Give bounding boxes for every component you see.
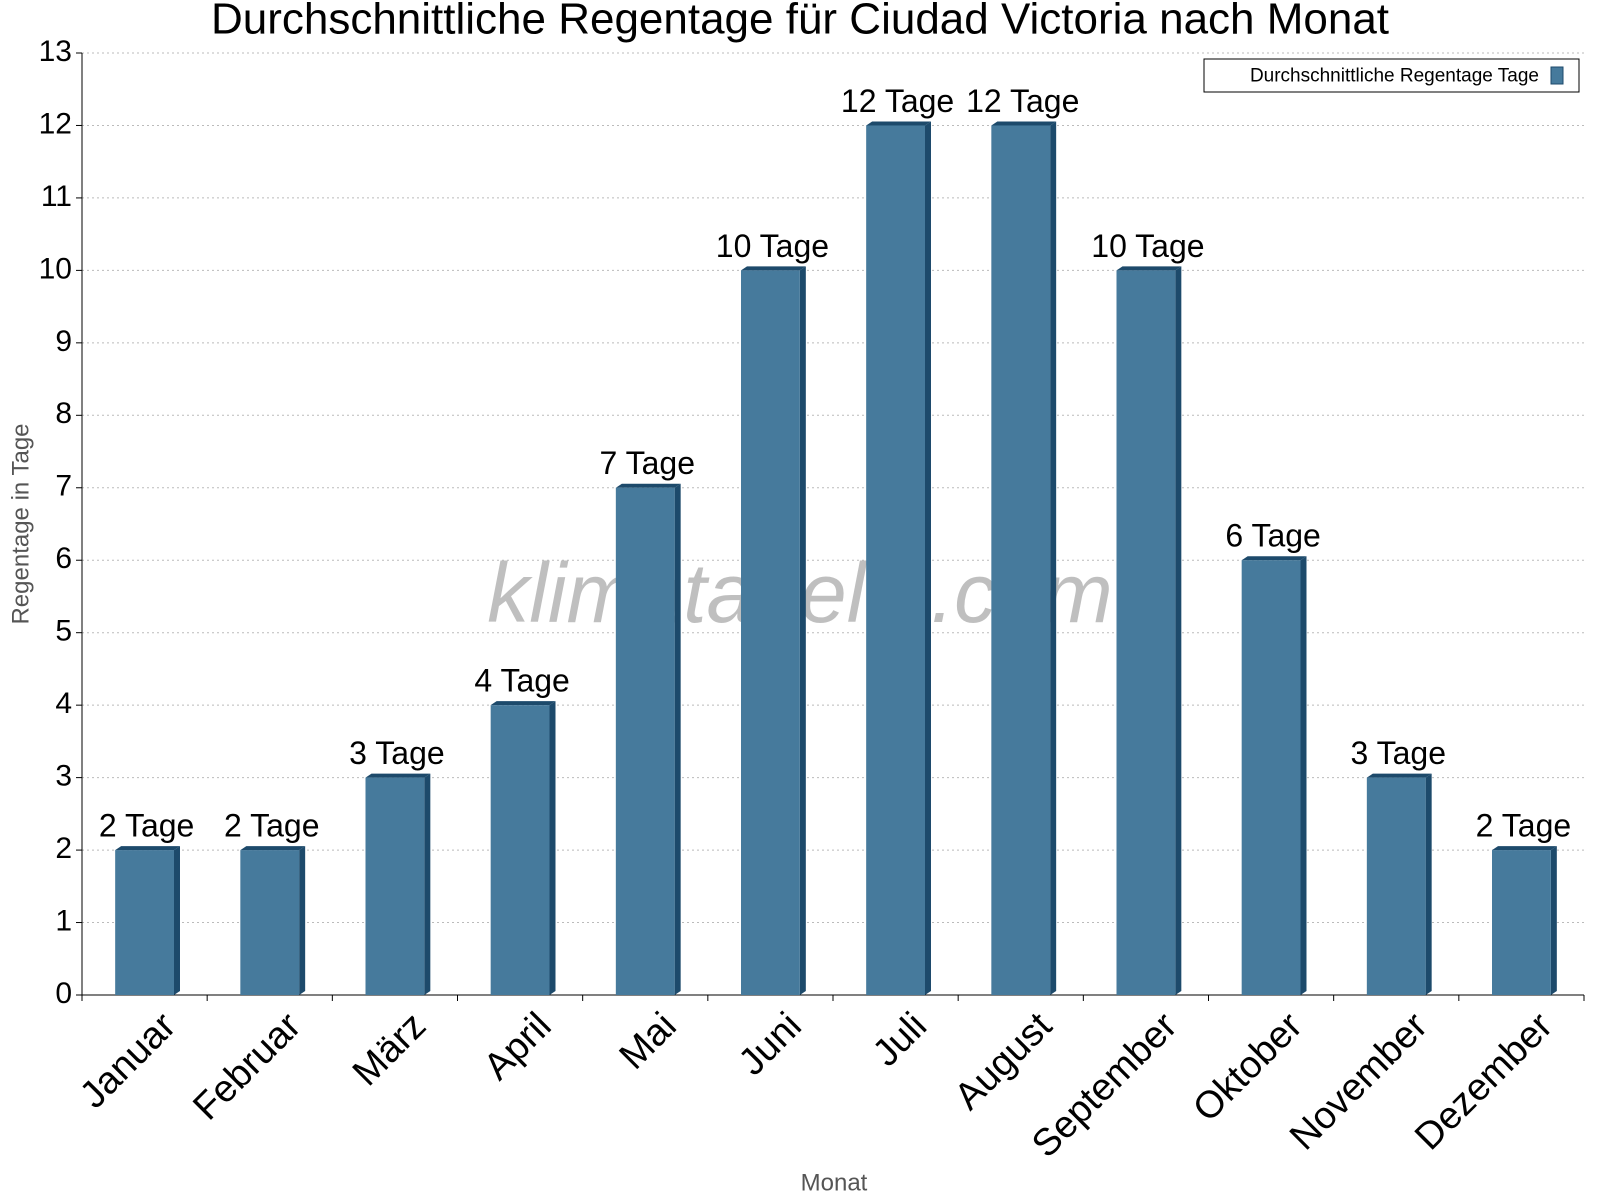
bar-side (674, 483, 681, 995)
bar-side (549, 701, 556, 995)
value-label: 10 Tage (1091, 228, 1204, 264)
bar-side (924, 121, 931, 995)
y-tick-label: 8 (55, 397, 72, 430)
bar-side (1175, 266, 1182, 995)
bar-top (115, 846, 180, 851)
value-label: 2 Tage (99, 808, 195, 844)
y-tick-label: 11 (41, 180, 72, 213)
bar (991, 125, 1051, 995)
bar-top (741, 266, 806, 271)
bar (1492, 850, 1551, 995)
bar-group (1116, 266, 1182, 995)
bar-side (299, 846, 306, 995)
bar-group (1492, 846, 1557, 995)
y-tick-label: 13 (39, 35, 72, 68)
bar-top (1241, 556, 1307, 561)
y-tick-label: 1 (55, 904, 72, 937)
bar-side (1300, 556, 1307, 995)
bar-group (240, 846, 306, 995)
legend-label: Durchschnittliche Regentage Tage (1250, 66, 1539, 87)
bar-side (799, 266, 806, 995)
y-tick-label: 6 (55, 542, 72, 575)
bar (490, 705, 550, 995)
bar-top (615, 483, 681, 488)
y-tick-label: 10 (39, 252, 72, 285)
bar-group (1241, 556, 1307, 995)
bar-top (365, 773, 431, 778)
y-tick-label: 5 (55, 615, 72, 648)
bar (615, 487, 675, 995)
bar (115, 850, 174, 995)
legend-swatch (1550, 66, 1564, 85)
bar-top (240, 846, 306, 851)
bar-top (1366, 773, 1432, 778)
bar (1366, 777, 1426, 995)
y-tick-label: 7 (55, 470, 72, 503)
bar (1241, 560, 1301, 995)
bar-group (115, 846, 180, 995)
value-label: 12 Tage (966, 83, 1079, 119)
bar-group (615, 483, 681, 995)
value-label: 4 Tage (474, 663, 570, 699)
y-tick-label: 3 (55, 760, 72, 793)
value-label: 6 Tage (1225, 518, 1321, 554)
bar-side (424, 773, 431, 995)
bar-group (741, 266, 806, 995)
bar-side (1050, 121, 1057, 995)
y-axis-label: Regentage in Tage (7, 423, 34, 624)
bar-group (1366, 773, 1432, 995)
bar-top (1492, 846, 1557, 851)
legend-box (1203, 58, 1580, 93)
bar (1116, 270, 1176, 995)
bar (365, 777, 425, 995)
value-label: 10 Tage (716, 228, 829, 264)
value-label: 3 Tage (1351, 735, 1447, 771)
bar-group (991, 121, 1057, 995)
y-tick-label: 12 (39, 107, 72, 140)
bar-top (490, 701, 556, 706)
bar-top (1116, 266, 1182, 271)
bar-side (173, 846, 180, 995)
bar-group (866, 121, 931, 995)
bar (240, 850, 300, 995)
bar-group (490, 701, 556, 995)
bar-group (365, 773, 431, 995)
y-tick-label: 4 (55, 687, 72, 720)
y-tick-label: 0 (55, 977, 72, 1010)
bar-side (1425, 773, 1432, 995)
x-axis-label: Monat (801, 1169, 868, 1196)
bar-side (1550, 846, 1557, 995)
value-label: 2 Tage (224, 808, 320, 844)
bar-top (991, 121, 1057, 126)
value-label: 2 Tage (1476, 808, 1572, 844)
chart-title: Durchschnittliche Regentage für Ciudad V… (211, 0, 1389, 44)
y-tick-label: 2 (55, 832, 72, 865)
value-label: 7 Tage (600, 445, 696, 481)
bar (741, 270, 800, 995)
y-tick-label: 9 (55, 325, 72, 358)
bar-top (866, 121, 931, 126)
value-label: 3 Tage (349, 735, 445, 771)
bar (866, 125, 925, 995)
value-label: 12 Tage (841, 83, 954, 119)
